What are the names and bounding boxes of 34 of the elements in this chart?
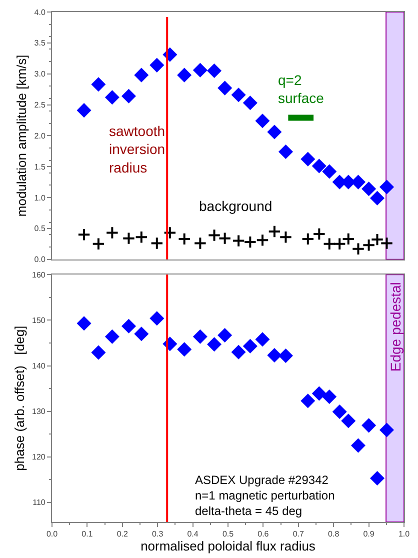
y-tick-label: 140 xyxy=(32,362,46,371)
x-tick-label: 0.2 xyxy=(116,530,129,539)
x-tick-label: 0.7 xyxy=(292,530,305,539)
y-tick-label: 130 xyxy=(32,407,46,416)
series-label: background xyxy=(199,198,272,214)
x-tick-label: 0.5 xyxy=(222,530,234,539)
y-tick-label: 3.0 xyxy=(34,70,46,79)
y-tick-label: 1.5 xyxy=(34,162,46,172)
y-tick-label: 0.5 xyxy=(34,224,46,234)
annotation: ASDEX Upgrade #29342 n=1 magnetic perturbation delta-theta = 45 deg xyxy=(195,473,335,518)
x-tick-label: 0.9 xyxy=(363,530,375,539)
y-tick-label: 1.0 xyxy=(34,193,46,202)
ref-line-label: sawtooth inversion radius xyxy=(109,123,166,176)
series-label: q=2 surface xyxy=(278,72,324,106)
y-tick-label: 4.0 xyxy=(34,8,46,17)
y-axis-title: phase (arb. offset) [deg] xyxy=(12,326,27,471)
y-tick-label: 110 xyxy=(32,498,46,508)
x-axis-title: normalised poloidal flux radius xyxy=(140,538,316,554)
y-tick-label: 2.0 xyxy=(34,131,46,140)
y-tick-label: 150 xyxy=(32,316,46,325)
y-tick-label: 120 xyxy=(32,452,46,462)
x-tick-label: 0.0 xyxy=(46,530,58,539)
x-tick-label: 0.3 xyxy=(152,530,164,539)
x-tick-label: 1.0 xyxy=(398,530,410,539)
y-tick-label: 160 xyxy=(32,270,46,280)
x-tick-label: 0.4 xyxy=(187,530,199,539)
y-tick-label: 2.5 xyxy=(34,100,46,110)
y-tick-label: 0.0 xyxy=(34,255,46,264)
band-label: Edge pedestal xyxy=(387,282,404,372)
y-tick-label: 3.5 xyxy=(34,38,46,48)
x-tick-label: 0.8 xyxy=(328,530,340,539)
x-tick-label: 0.1 xyxy=(82,530,94,539)
y-axis-title: modulation amplitude [km/s] xyxy=(14,54,30,217)
x-tick-label: 0.6 xyxy=(258,530,270,539)
